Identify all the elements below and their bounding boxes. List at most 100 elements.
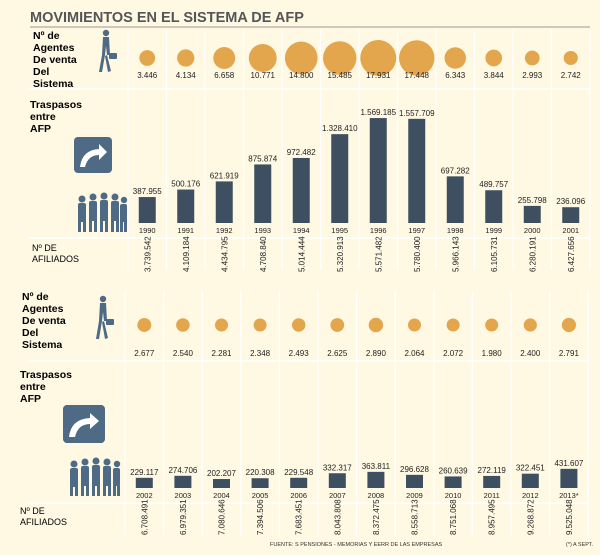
year-tick-label: 2012 xyxy=(522,491,539,500)
agentes-value-label: 2.064 xyxy=(404,349,425,358)
year-tick-label: 1997 xyxy=(408,226,425,235)
traspasos-label-line: Traspasos xyxy=(30,99,82,111)
year-tick-label: 2000 xyxy=(524,226,541,235)
agentes-value-label: 17.448 xyxy=(405,71,430,80)
traspasos-label-line: Traspasos xyxy=(20,369,72,381)
afiliados-value-label: 8.751.068 xyxy=(449,499,458,535)
bar-value-label: 1.328.410 xyxy=(322,124,358,133)
afiliados-label-line: Nº DE xyxy=(20,506,45,516)
agentes-value-label: 6.343 xyxy=(445,71,466,80)
agentes-value-label: 2.890 xyxy=(366,349,387,358)
year-tick-label: 1990 xyxy=(139,226,156,235)
agentes-value-label: 2.072 xyxy=(443,349,464,358)
agentes-circle xyxy=(213,47,236,69)
afiliados-value-label: 3.739.542 xyxy=(143,236,152,272)
people-group-icon xyxy=(70,457,121,496)
agentes-value-label: 1.980 xyxy=(482,349,503,358)
year-tick-label: 2005 xyxy=(252,491,269,500)
bar-value-label: 431.607 xyxy=(554,459,583,468)
agentes-value-label: 2.400 xyxy=(520,349,541,358)
year-tick-label: 1993 xyxy=(254,226,271,235)
agentes-label-line: Del xyxy=(22,327,38,339)
agentes-value-label: 2.993 xyxy=(522,71,543,80)
year-tick-label: 2001 xyxy=(562,226,579,235)
traspasos-bar xyxy=(406,474,423,488)
traspasos-label-line: entre xyxy=(20,381,46,393)
agentes-circle xyxy=(523,318,537,332)
traspasos-bar xyxy=(215,181,233,223)
agentes-value-label: 2.348 xyxy=(250,349,271,358)
traspasos-label-line: entre xyxy=(30,111,56,123)
traspasos-bar xyxy=(138,197,156,223)
footnote: (*) A SEPT. xyxy=(566,542,594,548)
bar-value-label: 500.176 xyxy=(171,180,200,189)
bar-value-label: 1.557.709 xyxy=(399,109,435,118)
traspasos-bar xyxy=(562,207,580,223)
year-tick-label: 2004 xyxy=(213,491,230,500)
agentes-circle xyxy=(561,317,577,333)
year-tick-label: 1998 xyxy=(447,226,464,235)
afiliados-value-label: 6.105.731 xyxy=(490,236,499,272)
afiliados-label-line: Nº DE xyxy=(32,243,57,253)
afiliados-value-label: 8.957.495 xyxy=(488,499,497,535)
transfer-arrow-icon xyxy=(74,137,112,173)
afiliados-value-label: 5.966.143 xyxy=(451,236,460,272)
afiliados-value-label: 8.558.713 xyxy=(411,499,420,535)
agentes-value-label: 2.791 xyxy=(559,349,580,358)
afiliados-value-label: 7.394.506 xyxy=(256,499,265,535)
traspasos-bar xyxy=(446,176,464,223)
afiliados-value-label: 6.708.491 xyxy=(140,499,149,535)
bar-value-label: 229.117 xyxy=(130,468,159,477)
agentes-circle xyxy=(368,317,384,333)
agentes-value-label: 2.281 xyxy=(211,349,232,358)
bar-value-label: 296.628 xyxy=(400,465,429,474)
walking-agent-icon xyxy=(96,295,114,339)
afiliados-value-label: 7.683.451 xyxy=(295,499,304,535)
year-tick-label: 1996 xyxy=(370,226,387,235)
agentes-circle xyxy=(485,318,499,332)
traspasos-bar xyxy=(521,473,539,488)
transfer-arrow-icon xyxy=(63,405,105,443)
agentes-value-label: 10.771 xyxy=(251,71,276,80)
traspasos-bar xyxy=(369,118,387,223)
year-tick-label: 2009 xyxy=(406,491,423,500)
traspasos-bar xyxy=(331,134,349,223)
year-tick-label: 2010 xyxy=(445,491,462,500)
bar-value-label: 363.811 xyxy=(362,462,391,471)
agentes-value-label: 3.446 xyxy=(137,71,158,80)
afiliados-value-label: 8.372.475 xyxy=(372,499,381,535)
bar-value-label: 621.919 xyxy=(210,171,239,180)
year-tick-label: 2002 xyxy=(136,491,153,500)
bar-value-label: 220.308 xyxy=(246,468,275,477)
year-tick-label: 1995 xyxy=(331,226,348,235)
agentes-value-label: 2.742 xyxy=(561,71,582,80)
agentes-circle xyxy=(446,318,460,332)
agentes-circle xyxy=(323,41,357,75)
agentes-value-label: 2.540 xyxy=(173,349,194,358)
bar-value-label: 332.317 xyxy=(323,463,352,472)
agentes-circle xyxy=(215,318,228,332)
afiliados-label-line: AFILIADOS xyxy=(20,517,67,527)
agentes-circle xyxy=(485,49,503,67)
panel-1-labels: Nº de Agentes De venta Del Sistema Trasp… xyxy=(30,30,82,264)
agentes-circle xyxy=(524,50,540,66)
bar-value-label: 697.282 xyxy=(441,166,470,175)
afiliados-value-label: 5.571.482 xyxy=(374,236,383,272)
walking-agent-icon xyxy=(99,29,117,72)
agentes-circle xyxy=(563,50,578,66)
traspasos-bar xyxy=(560,468,578,488)
afiliados-value-label: 9.268.872 xyxy=(526,499,535,535)
traspasos-bar xyxy=(254,164,272,223)
afiliados-value-label: 6.979.351 xyxy=(179,499,188,535)
afiliados-label-line: AFILIADOS xyxy=(32,254,79,264)
agentes-circle xyxy=(284,41,318,75)
afiliados-value-label: 7.080.646 xyxy=(218,499,227,535)
agentes-label-line: Nº de xyxy=(33,30,60,42)
traspasos-bar xyxy=(408,118,426,223)
bar-value-label: 236.096 xyxy=(556,197,585,206)
agentes-label-line: De venta xyxy=(22,315,66,327)
agentes-circle xyxy=(398,40,435,76)
agentes-label-line: Sistema xyxy=(22,339,62,351)
traspasos-bar xyxy=(213,479,230,488)
